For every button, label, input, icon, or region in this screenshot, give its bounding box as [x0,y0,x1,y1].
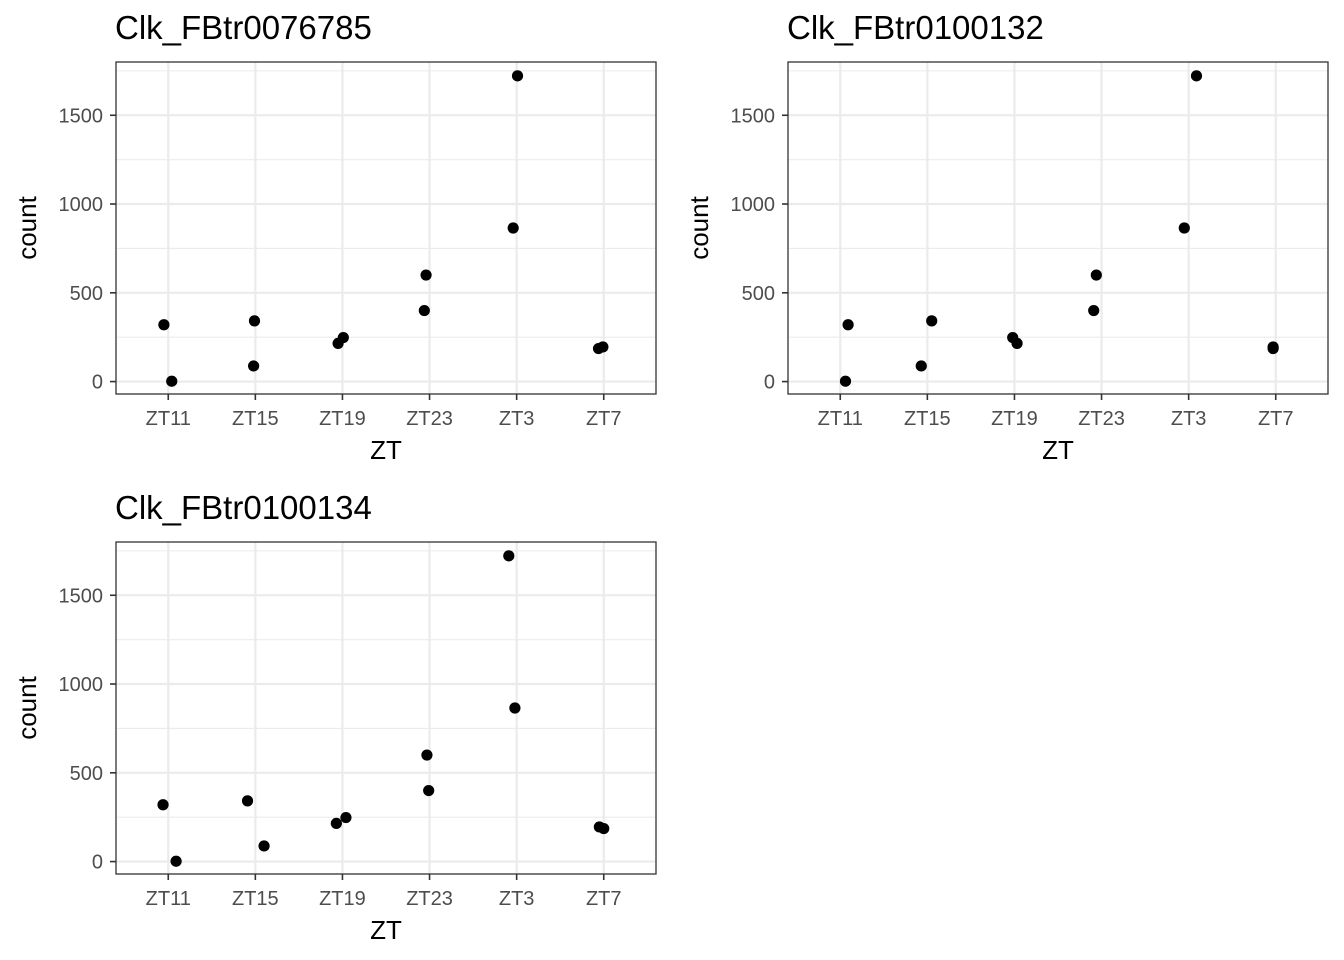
y-tick-label: 1500 [731,105,776,127]
x-tick-label: ZT3 [499,888,535,910]
panel-title: Clk_FBtr0100134 [115,489,372,526]
y-axis-title: count [12,675,42,739]
plot-background [116,62,656,394]
x-tick-label: ZT23 [406,408,453,430]
data-point [340,811,352,824]
y-axis-title: count [684,195,714,259]
x-tick-label: ZT7 [586,408,622,430]
data-point [423,784,435,797]
y-tick-label: 1500 [59,105,104,127]
x-axis-title: ZT [370,435,402,465]
panel-title: Clk_FBtr0076785 [115,9,372,46]
data-point [1190,70,1203,82]
x-tick-label: ZT15 [904,408,951,430]
data-point [166,375,178,387]
x-tick-label: ZT3 [1171,408,1207,430]
y-axis-title: count [12,195,42,259]
data-point [926,315,938,327]
data-point [842,319,854,331]
data-point [418,304,430,317]
data-point [330,817,342,830]
y-axis: 0 500 1000 1500 [59,585,116,874]
data-point [170,855,182,867]
y-tick-label: 1000 [731,194,776,216]
data-point [421,749,433,761]
y-tick-label: 500 [70,283,103,305]
data-point [157,799,169,811]
x-tick-label: ZT19 [319,888,366,910]
data-point [241,795,254,807]
data-point [915,360,927,372]
x-tick-label: ZT3 [499,408,535,430]
data-point [420,269,432,281]
data-point [258,840,270,852]
data-point [507,222,519,234]
x-tick-label: ZT11 [146,888,191,910]
x-tick-label: ZT19 [319,408,366,430]
panel-border [787,61,1329,395]
x-tick-label: ZT7 [1258,408,1294,430]
data-point [1011,337,1023,350]
y-tick-label: 0 [92,372,103,394]
x-tick-label: ZT11 [818,408,863,430]
x-tick-label: ZT23 [1078,408,1125,430]
data-point [158,319,170,331]
panel-border [115,61,657,395]
plot-background [116,542,656,874]
x-tick-label: ZT23 [406,888,453,910]
y-tick-label: 1500 [59,585,104,607]
data-point [248,315,261,327]
plot-background [788,62,1328,394]
data-point [1090,269,1102,281]
x-tick-label: ZT11 [146,408,191,430]
data-points [158,70,609,387]
data-point [839,375,852,387]
data-points [157,550,610,867]
x-axis: ZT11 ZT15 ZT19 ZT23 ZT3 ZT7 [146,394,622,430]
y-tick-label: 500 [742,283,775,305]
data-point [337,331,349,344]
data-point [248,360,260,372]
x-tick-label: ZT15 [232,888,279,910]
x-tick-label: ZT19 [991,408,1038,430]
y-tick-label: 1000 [59,674,104,696]
x-axis: ZT11 ZT15 ZT19 ZT23 ZT3 ZT7 [818,394,1294,430]
y-tick-label: 0 [92,852,103,874]
y-axis: 0 500 1000 1500 [59,105,116,394]
y-tick-label: 0 [764,372,775,394]
x-axis-title: ZT [370,915,402,945]
data-points [839,70,1279,387]
panel-border [115,541,657,875]
y-tick-label: 500 [70,763,103,785]
panel-title: Clk_FBtr0100132 [787,9,1044,46]
data-point [1088,304,1100,317]
y-tick-label: 1000 [59,194,104,216]
x-tick-label: ZT7 [586,888,622,910]
x-tick-label: ZT15 [232,408,279,430]
data-point [1267,341,1279,353]
data-point [598,822,610,835]
data-point [1178,222,1190,234]
data-point [503,550,515,562]
x-axis-title: ZT [1042,435,1074,465]
data-point [511,70,524,82]
y-axis: 0 500 1000 1500 [731,105,788,394]
x-axis: ZT11 ZT15 ZT19 ZT23 ZT3 ZT7 [146,874,622,910]
data-point [509,702,521,714]
data-point [597,341,609,353]
